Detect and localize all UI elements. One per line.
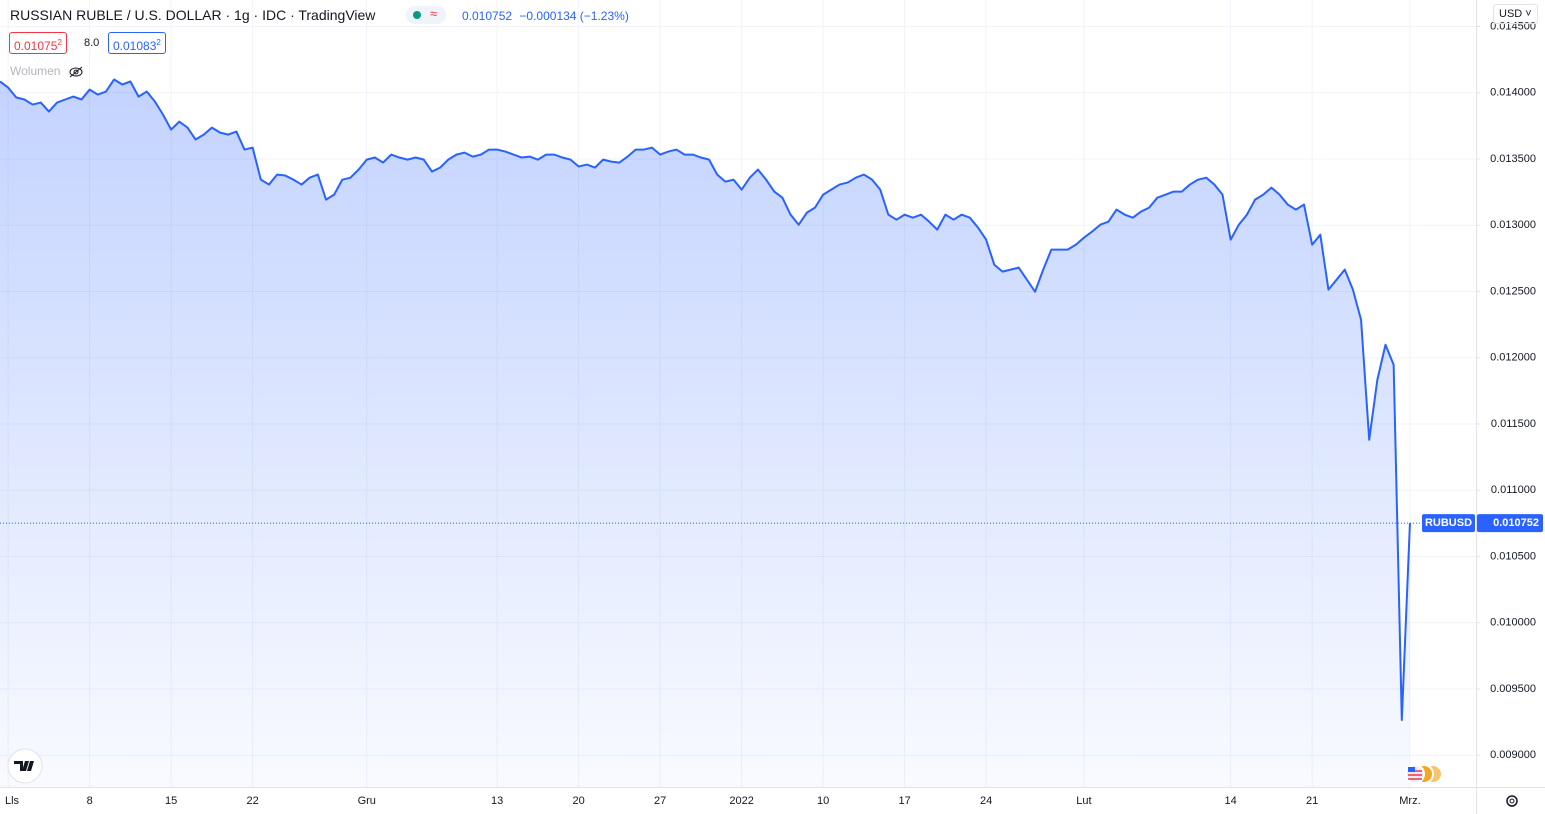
x-tick-label: 13 (491, 795, 503, 807)
currency: USD (1499, 8, 1523, 20)
status-pill[interactable]: ≈ (406, 6, 446, 24)
y-tick-label: 0.009000 (1490, 749, 1536, 761)
x-tick-label: 8 (87, 795, 93, 807)
x-tick-label: 20 (573, 795, 585, 807)
x-tick-label: 14 (1225, 795, 1237, 807)
x-tick-label: Mrz. (1399, 795, 1420, 807)
line (0, 78, 1411, 721)
last-price: 0.010752 (462, 9, 513, 23)
ask-box[interactable]: 0.010832 (108, 32, 166, 54)
bid-sup: 2 (57, 38, 62, 47)
x-tick-label: Lut (1076, 795, 1091, 807)
bid: 0.01075 (14, 39, 58, 53)
currency-button[interactable]: USD ˅ (1493, 4, 1538, 24)
symbol-tag (1422, 514, 1475, 533)
y-tick-label: 0.009500 (1490, 683, 1536, 695)
y-tick-label: 0.013500 (1490, 153, 1536, 165)
x-tick-label: 15 (165, 795, 177, 807)
y-tick-label: 0.011000 (1491, 484, 1536, 496)
volume-label: Wolumen (10, 64, 84, 78)
x-tick-label: Lls (5, 795, 20, 807)
y-tick-label: 0.011500 (1491, 418, 1536, 430)
x-tick-label: 17 (899, 795, 911, 807)
area (0, 79, 1410, 788)
ask-sup: 2 (156, 38, 161, 47)
bid-box[interactable]: 0.010752 (9, 32, 67, 54)
event-flags (1405, 764, 1443, 784)
x-tick-label: 2022 (729, 795, 753, 807)
chart-title: RUSSIAN RUBLE / U.S. DOLLAR · 1g · IDC ·… (10, 7, 376, 23)
symbol-label: RUBUSD (1425, 517, 1472, 529)
spread: 8.0 (84, 37, 100, 49)
hidden-icon[interactable] (68, 66, 84, 78)
y-tick-label: 0.013000 (1490, 219, 1536, 231)
y-tick-label: 0.014500 (1490, 20, 1536, 32)
volume: Wolumen (10, 64, 61, 78)
x-tick-label: 10 (817, 795, 829, 807)
quote: 0.010752 −0.000134 (−1.23%) (462, 9, 629, 23)
y-tick-label: 0.014000 (1490, 87, 1536, 99)
ask: 0.01083 (113, 39, 157, 53)
tv-logo (7, 748, 43, 784)
x-tick-label: 24 (980, 795, 992, 807)
y-tick-label: 0.010500 (1490, 550, 1536, 562)
y-tick-label: 0.010000 (1490, 617, 1536, 629)
x-tick-label: 21 (1306, 795, 1318, 807)
x-tick-label: Gru (358, 795, 376, 807)
settings-icon[interactable] (1506, 795, 1518, 807)
x-tick-label: 22 (247, 795, 259, 807)
x-tick-label: 27 (654, 795, 666, 807)
price-tag (1477, 514, 1543, 533)
price-label: 0.010752 (1493, 517, 1539, 529)
y-tick-label: 0.012500 (1490, 285, 1536, 297)
change: −0.000134 (−1.23%) (519, 9, 629, 23)
y-tick-label: 0.012000 (1490, 352, 1536, 364)
